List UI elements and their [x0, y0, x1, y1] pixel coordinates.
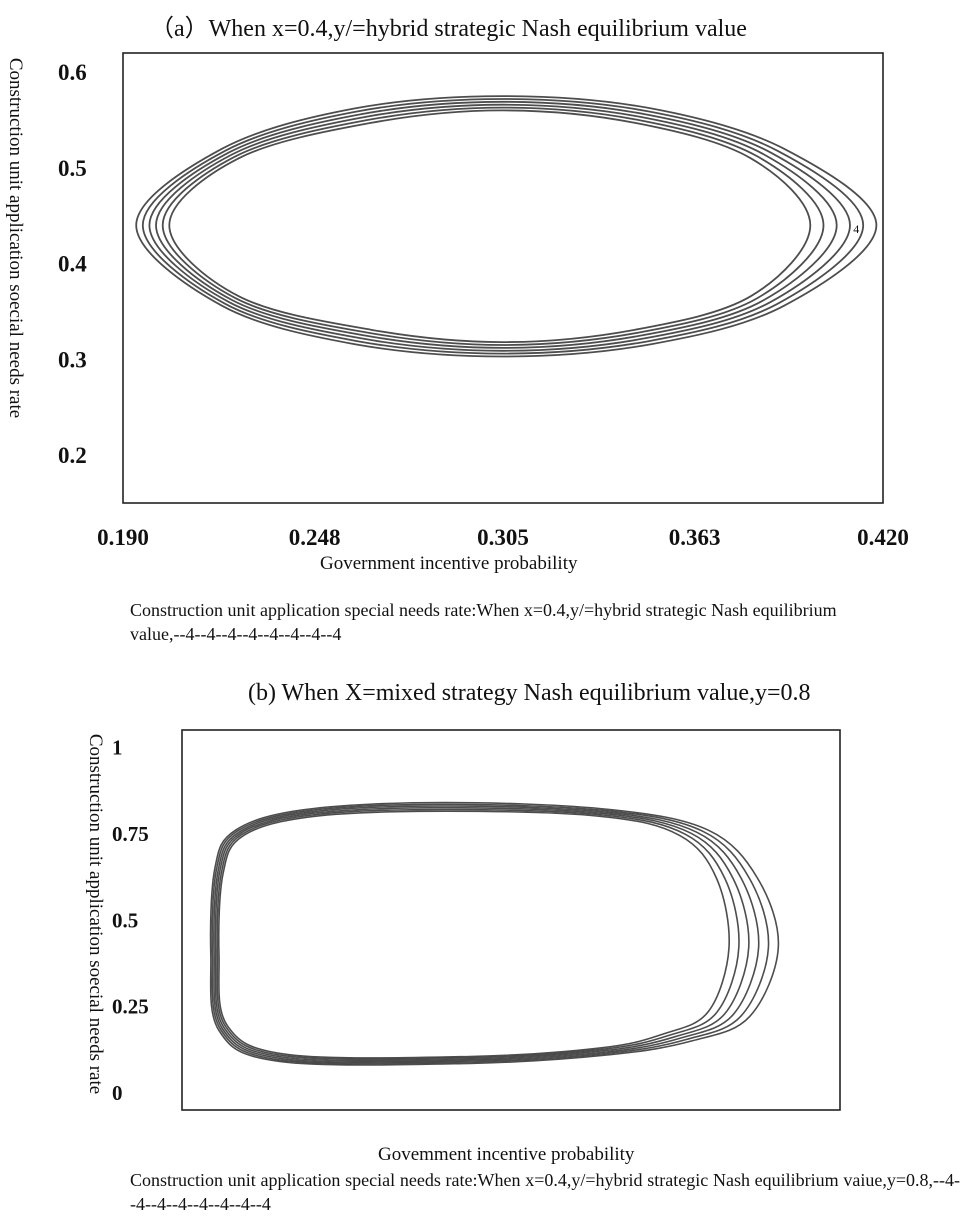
chart-a-trajectory-6	[168, 109, 812, 344]
chart-a-x-tick-label: 0.363	[669, 525, 721, 550]
chart-b-trajectory-3	[213, 805, 760, 1063]
chart-b-y-tick-label: 0.25	[112, 995, 149, 1019]
chart-b-x-tick-label: 0.40	[493, 1119, 530, 1120]
chart-a-y-tick-label: 0.5	[58, 156, 87, 181]
chart-b-title: (b) When X=mixed strategy Nash equilibri…	[248, 680, 811, 706]
chart-b-trajectory-2	[211, 803, 770, 1065]
chart-a-trajectory-2	[141, 98, 865, 355]
chart-b-x-tick-label: 0.80	[822, 1119, 859, 1120]
chart-a-trajectory-3	[148, 100, 851, 352]
chart-a-y-tick-label: 0.4	[58, 252, 87, 277]
chart-b-trajectory-5	[216, 808, 740, 1061]
chart-b-trajectory-4	[214, 806, 750, 1062]
chart-a-x-tick-label: 0.420	[857, 525, 909, 550]
chart-a-caption: Construction unit application special ne…	[130, 600, 837, 644]
chart-b-x-tick-label: 0.10	[246, 1119, 283, 1120]
chart-b-x-tick-label: 0.60	[657, 1119, 694, 1120]
chart-b-trajectory-1	[209, 801, 780, 1066]
chart-b-plot: 00.100.200.300.400.500.600.700.8010.750.…	[112, 729, 859, 1120]
chart-b-y-tick-label: 0.75	[112, 822, 149, 846]
chart-a-y-tick-label: 0.2	[58, 443, 87, 468]
chart-a-annotation-label: 4	[853, 222, 859, 236]
chart-b-y-tick-label: 1	[112, 736, 123, 760]
chart-b-x-tick-label: 0.70	[739, 1119, 776, 1120]
chart-b-x-tick-label: 0.50	[575, 1119, 612, 1120]
chart-b-trajectory-6	[217, 810, 730, 1059]
chart-a-x-tick-label: 0.248	[289, 525, 341, 550]
chart-a-trajectory-1	[135, 95, 878, 358]
chart-a-x-tick-label: 0.305	[477, 525, 529, 550]
chart-b-x-tick-label: 0.20	[328, 1119, 365, 1120]
chart-a-y-tick-label: 0.3	[58, 347, 87, 372]
chart-b-plot-frame	[181, 729, 841, 1111]
chart-a-x-tick-label: 0.190	[97, 525, 149, 550]
chart-b-y-tick-label: 0.5	[112, 908, 138, 932]
chart-a-plot: 0.190 0.248 0.305 0.363 0.420 0.6 0.5 0.4 0.3 0.2…	[58, 52, 909, 550]
chart-b-x-tick-label: 0	[177, 1119, 188, 1120]
chart-b-x-axis-label: Govemment incentive probability	[378, 1144, 635, 1165]
chart-a-y-tick-label: 0.6	[58, 60, 87, 85]
chart-b-caption: Construction unit application special ne…	[130, 1170, 960, 1214]
chart-a-trajectory-4	[155, 103, 838, 349]
chart-a-trajectory-5	[161, 106, 825, 346]
chart-a-plot-frame	[122, 52, 884, 504]
chart-a-x-axis-label: Government incentive probability	[320, 553, 578, 574]
chart-b-y-tick-label: 0	[112, 1081, 123, 1105]
chart-b-x-tick-label: 0.30	[410, 1119, 447, 1120]
chart-a-title: （a）When x=0.4,y/=hybrid strategic Nash e…	[150, 16, 747, 42]
